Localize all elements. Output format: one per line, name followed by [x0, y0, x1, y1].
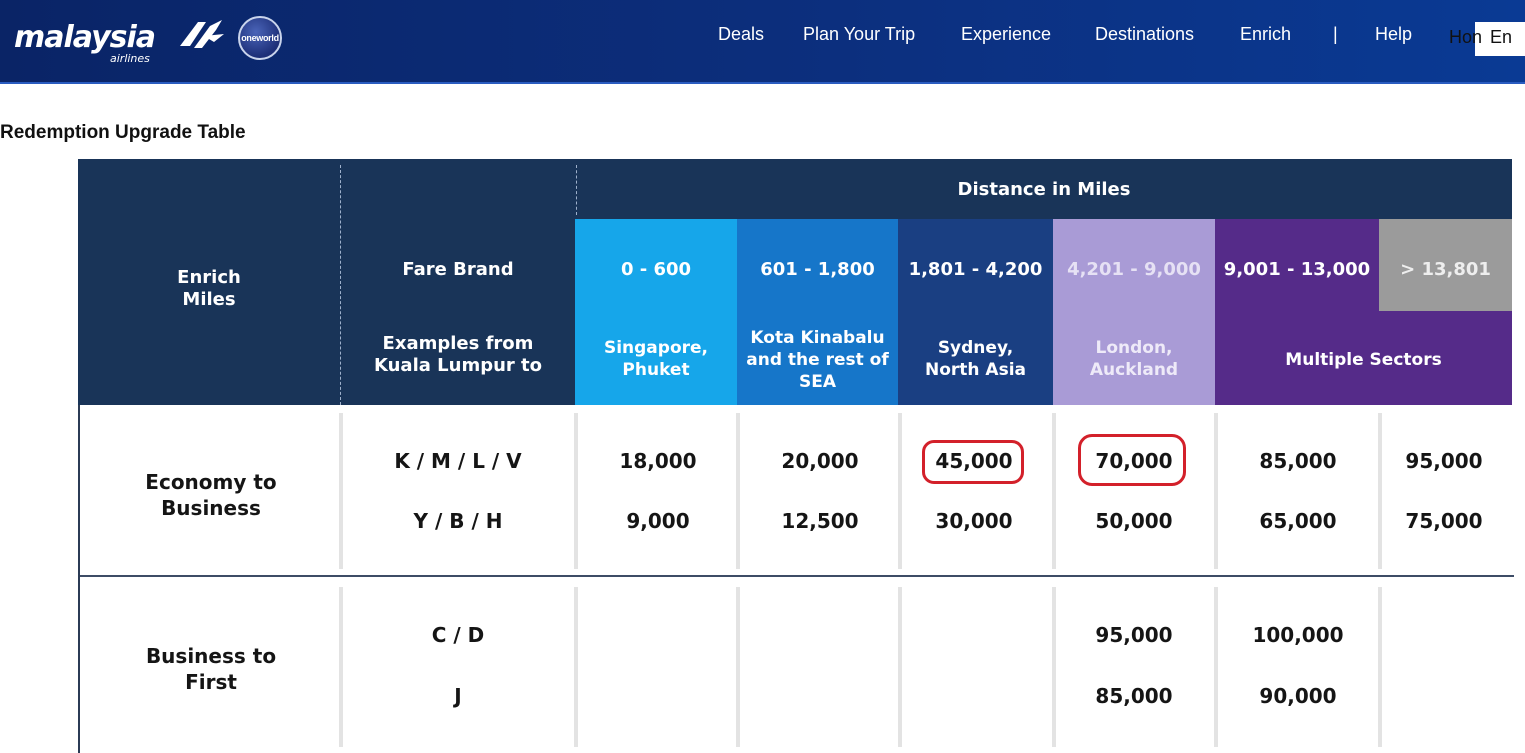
column-divider	[1378, 413, 1382, 569]
band-example: London, Auckland	[1089, 338, 1179, 381]
band-example: Singapore, Phuket	[603, 338, 709, 381]
miles-value-highlighted: 70,000	[1095, 449, 1173, 473]
redemption-upgrade-table: Enrich Miles Fare Brand Examples from Ku…	[78, 159, 1514, 753]
nav-destinations[interactable]: Destinations	[1095, 24, 1195, 44]
column-divider	[339, 413, 343, 569]
miles-value: 85,000	[1095, 684, 1173, 708]
miles-value: 90,000	[1259, 684, 1337, 708]
band-example: Multiple Sectors	[1285, 350, 1442, 370]
distance-band-over-13801: > 13,801	[1379, 219, 1512, 311]
band-example: Kota Kinabalu and the rest of SEA	[746, 328, 889, 393]
column-divider	[898, 587, 902, 747]
table-body: Economy to Business K / M / L / V Y / B …	[78, 405, 1514, 753]
column-divider	[1052, 587, 1056, 747]
fare-code: J	[454, 684, 462, 708]
column-divider	[736, 587, 740, 747]
nav-divider: |	[1333, 24, 1338, 44]
distance-band-4201-9000: 4,201 - 9,000 London, Auckland	[1053, 219, 1215, 405]
nav-enrich[interactable]: Enrich	[1240, 24, 1292, 44]
column-divider	[1378, 587, 1382, 747]
row-label-economy-to-business: Economy to Business	[145, 470, 277, 520]
miles-value: 100,000	[1252, 623, 1344, 647]
language-label[interactable]: En	[1490, 27, 1513, 47]
miles-value: 95,000	[1405, 449, 1483, 473]
band-range: 9,001 - 13,000	[1223, 259, 1371, 280]
column-divider	[574, 587, 578, 747]
header-distance-in-miles: Distance in Miles	[957, 178, 1131, 200]
miles-value: 20,000	[781, 449, 859, 473]
header-enrich-miles: Enrich Miles	[177, 266, 241, 311]
miles-value: 18,000	[619, 449, 697, 473]
column-divider	[898, 413, 902, 569]
language-selector[interactable]: Hon En	[1449, 22, 1525, 56]
fare-code: Y / B / H	[413, 509, 503, 533]
distance-band-1801-4200: 1,801 - 4,200 Sydney, North Asia	[898, 219, 1053, 405]
miles-value: 12,500	[781, 509, 859, 533]
band-range: 4,201 - 9,000	[1067, 259, 1201, 280]
band-example: Sydney, North Asia	[924, 338, 1026, 381]
miles-value: 50,000	[1095, 509, 1173, 533]
highlight-circle	[922, 440, 1024, 484]
distance-band-601-1800: 601 - 1,800 Kota Kinabalu and the rest o…	[737, 219, 898, 405]
page-title: Redemption Upgrade Table	[0, 122, 246, 143]
language-selector-background	[1475, 22, 1525, 56]
nav-plan-your-trip[interactable]: Plan Your Trip	[803, 24, 916, 44]
column-divider	[574, 413, 578, 569]
highlight-circle	[1078, 434, 1186, 486]
miles-value: 65,000	[1259, 509, 1337, 533]
fare-code: K / M / L / V	[394, 449, 522, 473]
home-link[interactable]: Hon	[1449, 27, 1483, 47]
oneworld-label: oneworld	[241, 33, 279, 43]
band-range: 1,801 - 4,200	[908, 259, 1043, 280]
column-divider	[339, 587, 343, 747]
brand-wordmark: malaysia	[14, 20, 156, 55]
miles-value: 85,000	[1259, 449, 1337, 473]
nav-experience[interactable]: Experience	[961, 24, 1052, 44]
top-navigation-bar: malaysia airlines oneworld Deals Plan Yo…	[0, 0, 1525, 84]
nav-deals[interactable]: Deals	[718, 24, 765, 44]
malaysia-airlines-logo[interactable]: malaysia airlines	[14, 14, 224, 66]
band-range: 601 - 1,800	[760, 259, 875, 280]
column-divider	[1052, 413, 1056, 569]
column-divider	[1214, 413, 1218, 569]
header-divider	[576, 165, 577, 215]
distance-band-0-600: 0 - 600 Singapore, Phuket	[575, 219, 737, 405]
column-divider	[1214, 587, 1218, 747]
row-label-business-to-first: Business to First	[145, 644, 277, 694]
brand-subtitle: airlines	[110, 52, 150, 65]
fare-code: C / D	[431, 623, 485, 647]
distance-band-multiple-sectors: 9,001 - 13,000 Multiple Sectors	[1215, 219, 1512, 405]
band-range: 0 - 600	[620, 259, 692, 280]
nav-help[interactable]: Help	[1375, 24, 1413, 44]
band-range: > 13,801	[1400, 259, 1491, 280]
wau-kite-icon	[180, 20, 224, 48]
miles-value: 9,000	[626, 509, 690, 533]
miles-value: 30,000	[935, 509, 1013, 533]
miles-value: 75,000	[1405, 509, 1483, 533]
miles-value-highlighted: 45,000	[935, 449, 1013, 473]
header-examples: Examples from Kuala Lumpur to	[373, 332, 543, 377]
oneworld-logo[interactable]: oneworld	[238, 16, 282, 60]
header-fare-brand: Fare Brand	[402, 258, 514, 280]
column-divider	[736, 413, 740, 569]
header-divider	[340, 165, 341, 405]
row-divider	[80, 575, 1514, 577]
miles-value: 95,000	[1095, 623, 1173, 647]
